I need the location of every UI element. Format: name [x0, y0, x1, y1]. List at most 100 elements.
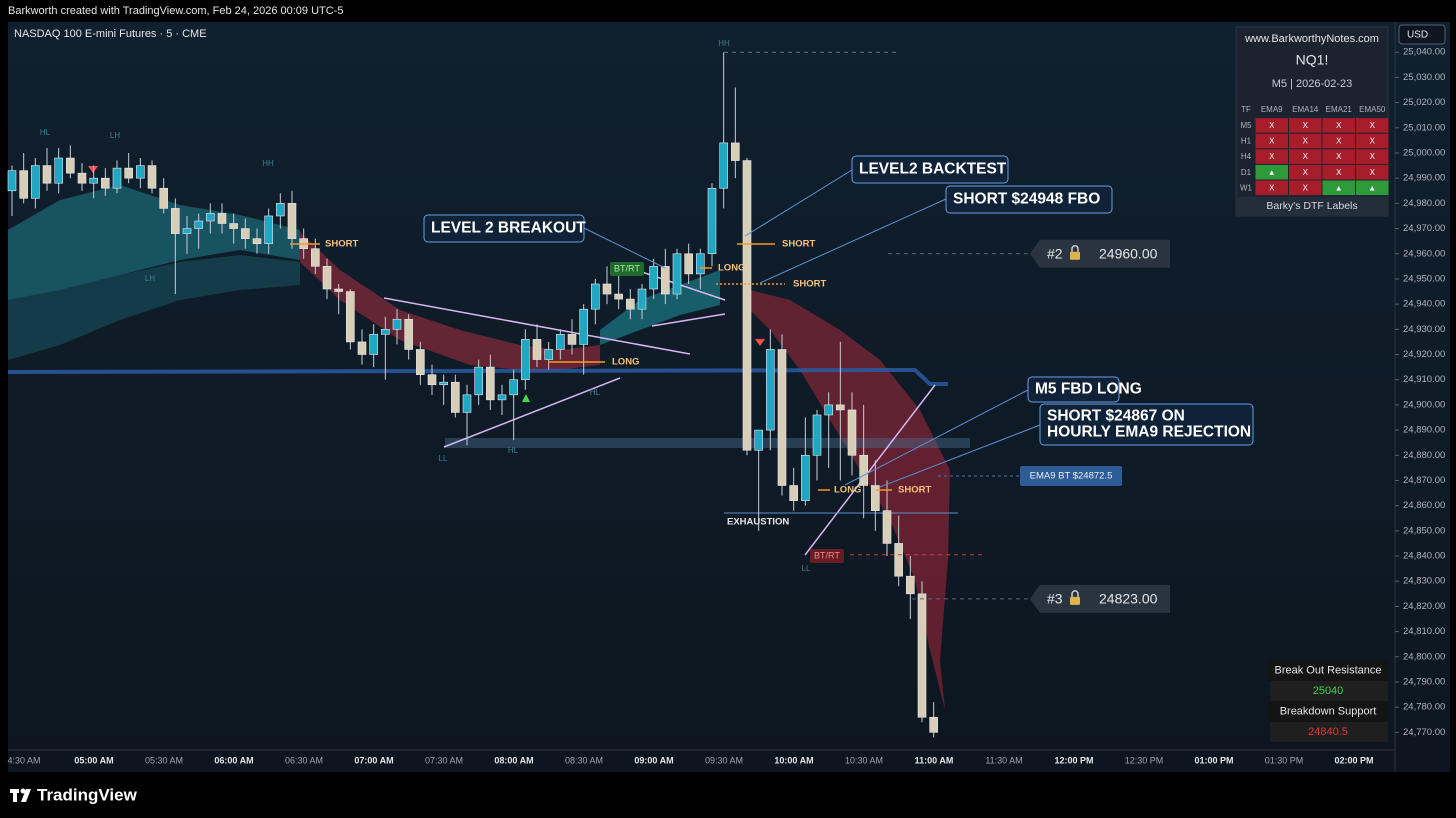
- ema-ribbon: [8, 255, 300, 360]
- candle-body: [742, 160, 752, 451]
- dashboard-cell: [1289, 164, 1322, 180]
- plot-background: [8, 22, 1450, 772]
- dashboard-header: TF: [1241, 105, 1251, 114]
- y-tick-label: 24,880.00: [1403, 450, 1445, 461]
- x-tick-label: 08:30 AM: [565, 755, 603, 765]
- annotation-box: [851, 155, 1009, 184]
- annotation-pointer: [583, 227, 666, 269]
- ema-tag-label: EMA9 BT $24872.5: [1030, 471, 1113, 482]
- x-tick-label: 10:00 AM: [774, 755, 813, 765]
- candle-body: [731, 142, 740, 161]
- x-tick-label: 06:30 AM: [285, 755, 323, 765]
- candle-body: [241, 228, 250, 239]
- support-zone: [445, 438, 970, 448]
- annotation-text: SHORT $24948 FBO: [953, 191, 1100, 208]
- level-table-row: [1268, 701, 1388, 722]
- y-tick-label: 24,970.00: [1403, 223, 1445, 234]
- candle-body: [777, 349, 787, 486]
- candle-body: [31, 165, 40, 199]
- candle-body: [462, 394, 472, 413]
- dashboard-cell-text: ▲: [1335, 183, 1343, 192]
- dashboard-footer-bg: [1237, 197, 1387, 215]
- dashboard-symbol: NQ1!: [1296, 52, 1329, 68]
- dashboard-cell-text: X: [1303, 152, 1309, 161]
- dashboard-cell-text: X: [1336, 137, 1342, 146]
- y-tick-label: 24,890.00: [1403, 425, 1445, 436]
- candle-body: [626, 298, 635, 310]
- y-tick-label: 24,860.00: [1403, 500, 1445, 511]
- x-tick-label: 01:30 PM: [1265, 755, 1304, 765]
- y-tick-label: 24,940.00: [1403, 299, 1445, 310]
- credit: Barkworth created with TradingView.com, …: [8, 5, 343, 17]
- signal-label: SHORT: [325, 239, 358, 250]
- dashboard-cell-text: X: [1370, 152, 1376, 161]
- x-tick-label: 09:00 AM: [634, 755, 673, 765]
- annotation-pointer: [844, 389, 1029, 486]
- dashboard-cell: [1289, 180, 1322, 196]
- trend-line: [651, 313, 726, 327]
- candle-body: [637, 288, 647, 310]
- candle-body: [357, 341, 367, 355]
- level-tag: [1030, 239, 1170, 268]
- x-tick-label: 07:00 AM: [354, 755, 393, 765]
- dashboard-cell-text: X: [1269, 183, 1275, 192]
- candle-body: [276, 203, 285, 217]
- candle-body: [602, 283, 612, 295]
- level-table-value: 24840.5: [1308, 726, 1348, 738]
- candle-body: [124, 167, 133, 179]
- dashboard-cell: [1322, 118, 1355, 133]
- y-tick-label: 24,990.00: [1403, 173, 1445, 184]
- level-table-label: Breakdown Support: [1280, 705, 1377, 717]
- y-tick-label: 24,920.00: [1403, 349, 1445, 360]
- trend-line: [804, 384, 936, 556]
- candle-body: [451, 381, 460, 413]
- candle-body: [159, 187, 168, 209]
- annotation-box: [1039, 403, 1254, 446]
- candle-body: [54, 157, 63, 184]
- dashboard-cell-text: X: [1303, 137, 1309, 146]
- candle-body: [334, 288, 343, 292]
- y-tick-label: 25,020.00: [1403, 97, 1445, 108]
- signal-label: LONG: [718, 263, 745, 274]
- y-tick-label: 24,900.00: [1403, 399, 1445, 410]
- candle-body: [836, 404, 845, 411]
- x-tick-label: 06:00 AM: [214, 755, 253, 765]
- dashboard-cell: [1356, 118, 1389, 133]
- dashboard-cell-text: X: [1303, 121, 1309, 130]
- x-tick-label: 09:30 AM: [705, 755, 743, 765]
- candle-body: [182, 228, 192, 234]
- annotation-box: [423, 214, 585, 243]
- candle-body: [719, 142, 728, 189]
- candle-body: [486, 366, 495, 401]
- lock-icon: [1071, 245, 1079, 252]
- y-tick-label: 24,840.00: [1403, 551, 1445, 562]
- currency-box[interactable]: [1398, 24, 1446, 45]
- annotation-box: [1027, 376, 1120, 403]
- dashboard-row-label: W1: [1240, 183, 1253, 192]
- candle-body: [19, 170, 28, 199]
- logo: [10, 788, 31, 802]
- candle-body: [696, 253, 705, 275]
- y-tick-label: 25,000.00: [1403, 148, 1445, 159]
- dashboard-cell-text: X: [1336, 121, 1342, 130]
- level-value: 24823.00: [1099, 591, 1158, 607]
- dashboard-cell: [1356, 149, 1389, 164]
- y-tick-label: 24,980.00: [1403, 198, 1445, 209]
- sell-marker: [755, 339, 765, 346]
- symbol-title: NASDAQ 100 E-mini Futures · 5 · CME: [14, 28, 207, 40]
- dashboard-cell: [1322, 133, 1355, 149]
- candle-body: [42, 165, 52, 184]
- dashboard-cell-text: X: [1269, 121, 1275, 130]
- dashboard-row-label: H4: [1241, 152, 1252, 161]
- x-tick-label: 10:30 AM: [845, 755, 883, 765]
- x-tick-label: 11:30 AM: [985, 755, 1022, 765]
- candle-body: [474, 366, 483, 396]
- y-tick-label: 24,930.00: [1403, 324, 1445, 335]
- annotation-box: [945, 185, 1113, 214]
- dashboard-cell-text: X: [1303, 183, 1309, 192]
- dashboard-cell-text: X: [1370, 121, 1376, 130]
- y-tick-label: 24,910.00: [1403, 374, 1445, 385]
- ema-ribbon: [8, 185, 300, 300]
